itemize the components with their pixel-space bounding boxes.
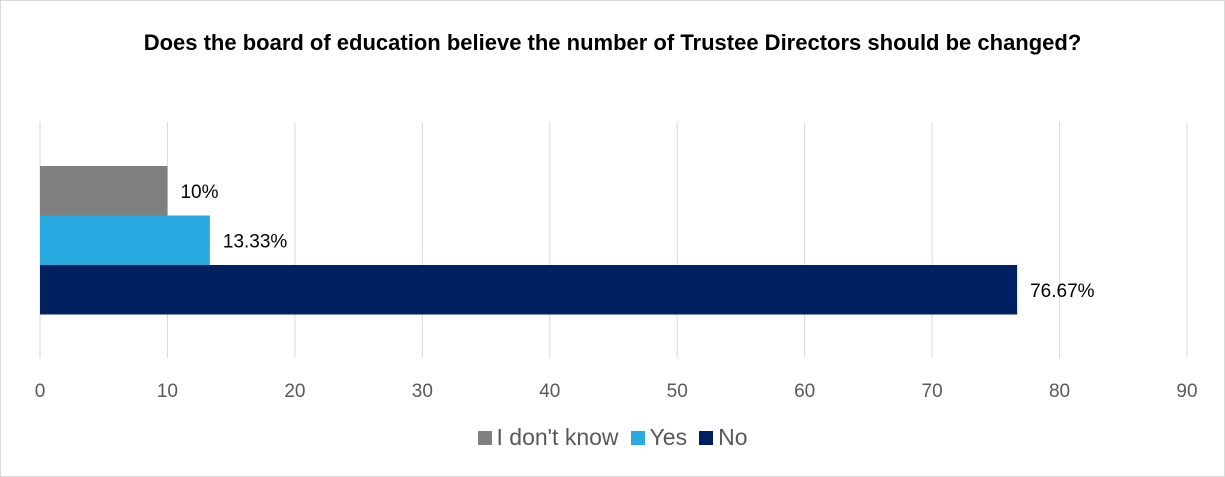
x-tick-label: 50 [667, 381, 688, 402]
legend-label: I don't know [496, 424, 619, 450]
legend-swatch [477, 430, 492, 445]
legend-label: No [718, 424, 748, 450]
bar-i-don-t-know [40, 166, 168, 216]
data-label: 76.67% [1030, 281, 1095, 302]
x-tick-label: 30 [412, 381, 433, 402]
x-tick-label: 10 [157, 381, 178, 402]
legend-item: No [699, 424, 747, 451]
x-axis-ticks: 0 10 20 30 40 50 60 70 80 90 [35, 381, 1198, 402]
x-tick-label: 80 [1049, 381, 1070, 402]
bars [40, 166, 1018, 315]
legend-label: Yes [649, 424, 688, 450]
bar-no [40, 265, 1018, 315]
x-tick-label: 90 [1176, 381, 1197, 402]
bar-yes [40, 215, 210, 265]
legend-swatch [630, 430, 645, 445]
legend: I don't know Yes No [0, 424, 1225, 451]
data-label: 13.33% [223, 231, 288, 252]
data-labels: 10% 13.33% 76.67% [180, 182, 1094, 302]
legend-swatch [699, 430, 714, 445]
x-tick-label: 60 [794, 381, 815, 402]
x-tick-label: 0 [35, 381, 46, 402]
legend-item: Yes [630, 424, 688, 451]
chart-title: Does the board of education believe the … [143, 30, 1082, 55]
x-tick-label: 40 [539, 381, 560, 402]
x-tick-label: 70 [922, 381, 943, 402]
legend-item: I don't know [477, 424, 619, 451]
gridlines [39, 122, 1188, 358]
x-tick-label: 20 [284, 381, 305, 402]
data-label: 10% [180, 182, 218, 203]
